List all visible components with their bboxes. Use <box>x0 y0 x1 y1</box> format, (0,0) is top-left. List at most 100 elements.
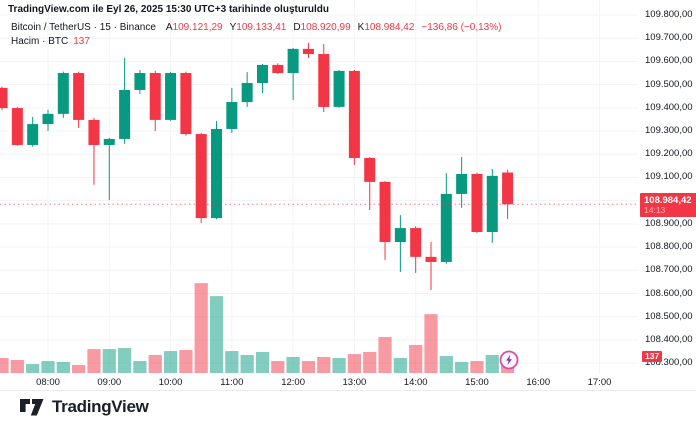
volume-bar <box>26 364 40 373</box>
volume-indicator-value: 137 <box>73 36 90 47</box>
last-price-badge: 108.984,42 14:13 <box>640 193 696 218</box>
candle-body <box>486 175 498 233</box>
low-label: D <box>293 22 301 33</box>
volume-bar <box>41 361 55 373</box>
time-axis-label: 14:00 <box>403 377 428 388</box>
candle-body <box>502 172 514 205</box>
volume-bar <box>10 359 24 373</box>
volume-bar <box>301 361 316 373</box>
high-value: 109.133,41 <box>236 22 287 33</box>
change-value: −136,86 (−0,13%) <box>421 22 502 33</box>
volume-bar <box>363 351 377 373</box>
time-axis-label: 09:00 <box>97 377 122 388</box>
chart-legend: Bitcoin / TetherUS · 15 · Binance A109.1… <box>11 21 501 48</box>
candle-body <box>88 119 100 145</box>
candle-body <box>180 73 192 135</box>
volume-bar <box>409 345 423 373</box>
volume-bar <box>485 355 499 373</box>
volume-bar <box>0 358 9 373</box>
time-axis[interactable]: 08:00 09:00 10:00 11:00 12:00 13:00 14:00 15:00… <box>0 373 640 391</box>
price-axis-label: 108.700,00 <box>645 264 693 276</box>
candle-body <box>11 108 23 145</box>
open-label: A <box>165 22 173 33</box>
close-value: 108.984,42 <box>364 22 415 33</box>
candle-body <box>256 64 268 84</box>
candle-body <box>73 73 85 120</box>
lightning-bolt-icon[interactable] <box>499 350 519 375</box>
volume-bar <box>72 364 86 373</box>
attribution-text: TradingView.com ile Eyl 26, 2025 15:30 U… <box>8 4 329 15</box>
symbol-legend-row[interactable]: Bitcoin / TetherUS · 15 · Binance A109.1… <box>11 21 501 34</box>
candle-body <box>379 181 391 242</box>
price-axis-label: 108.500,00 <box>645 310 693 322</box>
volume-indicator-label[interactable]: Hacim · BTC <box>11 36 69 47</box>
price-axis-label: 109.100,00 <box>645 171 693 183</box>
volume-bar <box>378 337 392 373</box>
time-axis-label: 15:00 <box>465 377 489 388</box>
candle-body <box>195 134 207 219</box>
time-axis-label: 16:00 <box>526 377 551 388</box>
time-axis-label: 13:00 <box>342 377 367 388</box>
price-axis-label: 109.600,00 <box>645 55 693 67</box>
low-value: 108.920,99 <box>300 22 351 33</box>
tradingview-logo-icon <box>20 398 44 415</box>
volume-bar <box>163 351 178 373</box>
volume-bar <box>194 283 208 373</box>
time-axis-label: 11:00 <box>220 377 244 388</box>
candle-body <box>211 128 223 219</box>
time-axis-label: 08:00 <box>36 377 60 388</box>
price-axis-label: 109.800,00 <box>645 9 693 20</box>
candle-body <box>410 228 422 257</box>
price-axis-label: 109.400,00 <box>645 101 693 113</box>
candle-body <box>318 53 330 107</box>
volume-bar <box>347 354 361 373</box>
high-label: Y <box>229 22 237 33</box>
volume-bar <box>286 356 300 373</box>
candle-body <box>272 64 284 74</box>
volume-bar <box>271 361 285 373</box>
candle-body <box>42 113 54 125</box>
last-price-value: 108.984,42 <box>644 195 692 207</box>
volume-bar <box>225 351 239 373</box>
price-axis[interactable]: 109.800,00 109.700,00 109.600,00 109.500,00… <box>640 0 696 391</box>
ohlc-open: A109.121,29 <box>166 21 223 34</box>
candle-body <box>425 256 437 262</box>
ohlc-low: D108.920,99 <box>293 21 350 34</box>
tradingview-logo[interactable]: TradingView <box>20 397 149 417</box>
volume-bar <box>317 356 331 373</box>
price-axis-label: 108.400,00 <box>645 333 693 345</box>
volume-legend-row[interactable]: Hacim · BTC 137 <box>11 35 501 48</box>
chart-bottom-divider <box>0 390 696 391</box>
volume-bar <box>148 355 162 373</box>
price-axis-label: 108.600,00 <box>645 287 693 299</box>
candle-body <box>103 138 115 145</box>
symbol-title[interactable]: Bitcoin / TetherUS · 15 · Binance <box>11 22 156 33</box>
price-axis-label: 109.700,00 <box>645 32 693 44</box>
volume-bar <box>87 349 101 373</box>
candle-body <box>333 70 345 107</box>
price-axis-label: 109.200,00 <box>645 148 693 160</box>
volume-bar <box>240 355 254 373</box>
candle-body <box>27 124 39 145</box>
candle-body <box>348 70 360 158</box>
volume-bar <box>209 296 224 373</box>
volume-bar <box>332 358 346 373</box>
candle-body <box>456 173 468 194</box>
volume-bar <box>56 361 70 373</box>
tradingview-logo-text: TradingView <box>52 397 149 416</box>
volume-bar <box>133 361 147 373</box>
volume-bar <box>424 314 438 373</box>
price-axis-label: 108.900,00 <box>645 217 693 229</box>
candle-body <box>440 193 452 262</box>
price-axis-label: 108.800,00 <box>645 241 693 253</box>
price-axis-label: 108.300,00 <box>645 357 693 369</box>
candle-body <box>119 89 131 139</box>
candle-body <box>149 73 161 120</box>
candle-body <box>394 228 406 242</box>
ohlc-close: K108.984,42 <box>358 21 415 34</box>
candle-body <box>134 73 146 90</box>
candle-body <box>287 48 299 74</box>
volume-bar <box>102 349 116 373</box>
